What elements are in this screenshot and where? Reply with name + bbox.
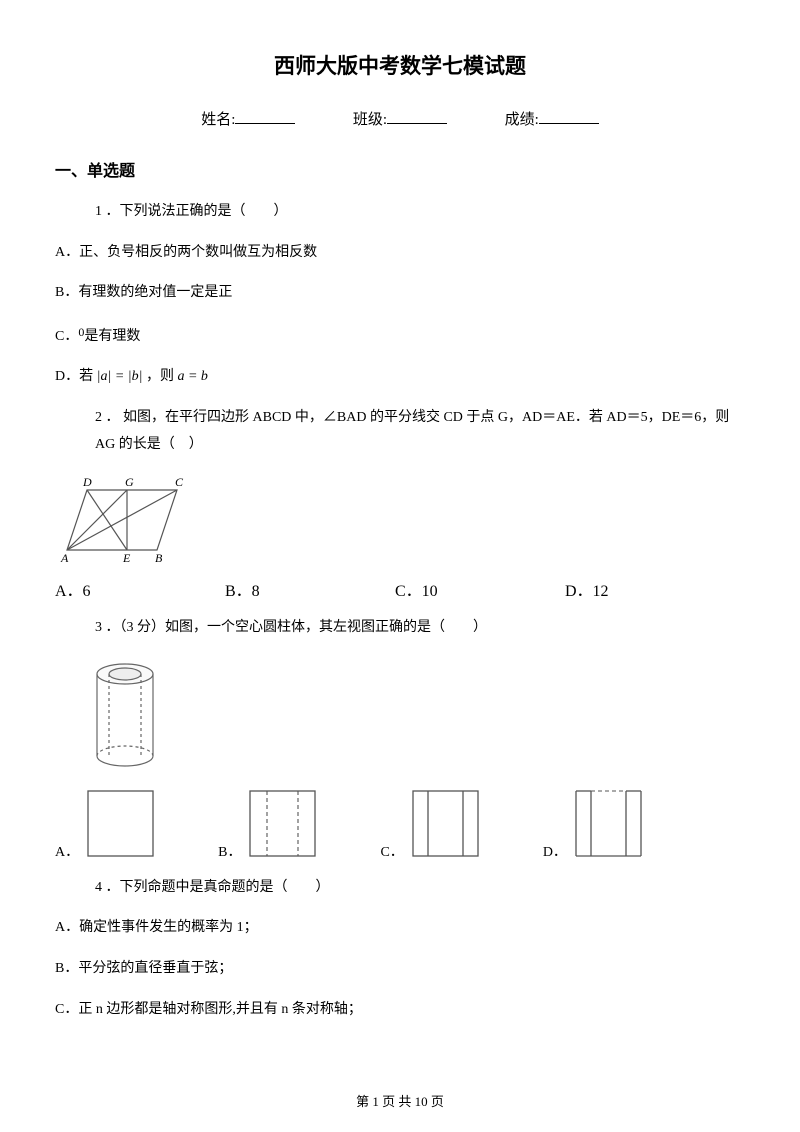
q3-opt-d-label: D． [543, 841, 567, 861]
q2-opt-d: D．12 [565, 577, 735, 601]
q2-options: A．6 B．8 C．10 D．12 [55, 577, 745, 601]
svg-text:C: C [175, 475, 184, 489]
name-label: 姓名: [201, 112, 235, 128]
q2-opt-c: C．10 [395, 577, 565, 601]
svg-text:G: G [125, 475, 134, 489]
q4-option-b: B．平分弦的直径垂直于弦； [55, 956, 745, 983]
q2-opt-b: B．8 [225, 577, 395, 601]
q1-c-post: 是有理数 [84, 329, 140, 344]
q4-option-c: C．正 n 边形都是轴对称图形,并且有 n 条对称轴； [55, 997, 745, 1024]
q1-option-a: A．正、负号相反的两个数叫做互为相反数 [55, 240, 745, 267]
score-label: 成绩: [505, 112, 539, 128]
student-info-line: 姓名: 班级: 成绩: [55, 108, 745, 129]
svg-text:A: A [60, 551, 69, 565]
svg-text:E: E [122, 551, 131, 565]
svg-text:D: D [82, 475, 92, 489]
footer-post: 页 [428, 1094, 444, 1109]
svg-text:B: B [155, 551, 163, 565]
q3-opt-c-label: C． [380, 841, 403, 861]
q3-opt-b-label: B． [218, 841, 241, 861]
q3-figure [85, 656, 745, 776]
q1-d-mid: ，则 [146, 369, 174, 384]
page-footer: 第 1 页 共 10 页 [0, 1091, 800, 1110]
q3-opt-b: B． [218, 786, 320, 861]
q1-d-math1: |a| = |b| [97, 369, 143, 384]
q2-opt-a: A．6 [55, 577, 225, 601]
q3-opt-a-label: A． [55, 841, 79, 861]
q3-options: A． B． C． D． [55, 786, 745, 861]
q4-stem: 4 ．下列命题中是真命题的是（ ） [95, 875, 745, 902]
q2-figure: D G C A E B [55, 472, 745, 567]
q1-d-pre: D．若 [55, 369, 93, 384]
name-blank[interactable] [235, 110, 295, 124]
footer-total-pages: 10 [415, 1094, 428, 1109]
q3-opt-a: A． [55, 786, 158, 861]
footer-mid: 页 共 [379, 1094, 415, 1109]
q3-stem: 3 ．（3 分）如图，一个空心圆柱体，其左视图正确的是（ ） [95, 615, 745, 642]
score-blank[interactable] [539, 110, 599, 124]
page-title: 西师大版中考数学七模试题 [55, 50, 745, 80]
q3-opt-c: C． [380, 786, 482, 861]
q1-option-c: C．0是有理数 [55, 321, 745, 351]
footer-pre: 第 [356, 1094, 372, 1109]
section-heading: 一、单选题 [55, 157, 745, 181]
q2-stem: 2 ． 如图，在平行四边形 ABCD 中，∠BAD 的平分线交 CD 于点 G，… [95, 405, 745, 458]
q1-d-math2: a = b [177, 369, 207, 384]
q1-c-pre: C． [55, 329, 78, 344]
q3-opt-d: D． [543, 786, 646, 861]
q1-option-b: B．有理数的绝对值一定是正 [55, 280, 745, 307]
q1-option-d: D．若 |a| = |b| ，则 a = b [55, 364, 745, 391]
class-blank[interactable] [387, 110, 447, 124]
q4-option-a: A．确定性事件发生的概率为 1； [55, 915, 745, 942]
class-label: 班级: [353, 112, 387, 128]
q1-stem: 1 ．下列说法正确的是（ ） [95, 199, 745, 226]
